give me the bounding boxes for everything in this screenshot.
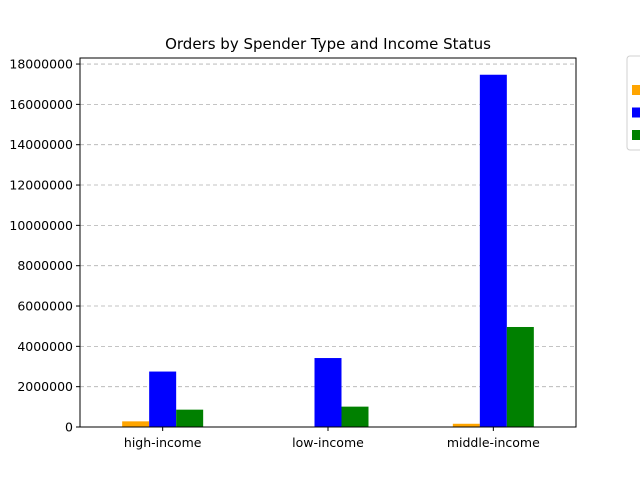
bar bbox=[176, 409, 204, 427]
y-tick-label: 8000000 bbox=[17, 258, 73, 273]
y-tick-label: 4000000 bbox=[17, 339, 73, 354]
y-tick-label: 18000000 bbox=[9, 57, 73, 72]
legend-swatch bbox=[632, 130, 640, 140]
chart-title: Orders by Spender Type and Income Status bbox=[165, 35, 491, 53]
bar bbox=[506, 326, 534, 427]
bar bbox=[122, 421, 150, 427]
y-tick-label: 12000000 bbox=[9, 178, 73, 193]
bars bbox=[122, 74, 534, 427]
bar bbox=[149, 371, 177, 427]
legend-swatch bbox=[632, 107, 640, 118]
y-tick-label: 10000000 bbox=[9, 218, 73, 233]
y-tick-label: 14000000 bbox=[9, 137, 73, 152]
y-tick-label: 2000000 bbox=[17, 379, 73, 394]
y-axis: 0 2000000 4000000 6000000 8000000 10000000 120… bbox=[9, 57, 80, 435]
legend-frame bbox=[626, 55, 640, 151]
x-axis: high-income low-income middle-income bbox=[124, 427, 540, 450]
bar bbox=[314, 358, 342, 427]
x-tick-label: low-income bbox=[292, 435, 364, 450]
bar bbox=[341, 406, 369, 427]
bar bbox=[452, 423, 480, 427]
y-tick-label: 6000000 bbox=[17, 299, 73, 314]
x-tick-label: middle-income bbox=[447, 435, 540, 450]
legend-swatch bbox=[632, 85, 640, 95]
x-tick-label: high-income bbox=[124, 435, 202, 450]
legend bbox=[626, 55, 640, 151]
y-tick-label: 0 bbox=[65, 420, 73, 435]
bar bbox=[479, 74, 507, 427]
y-tick-label: 16000000 bbox=[9, 97, 73, 112]
